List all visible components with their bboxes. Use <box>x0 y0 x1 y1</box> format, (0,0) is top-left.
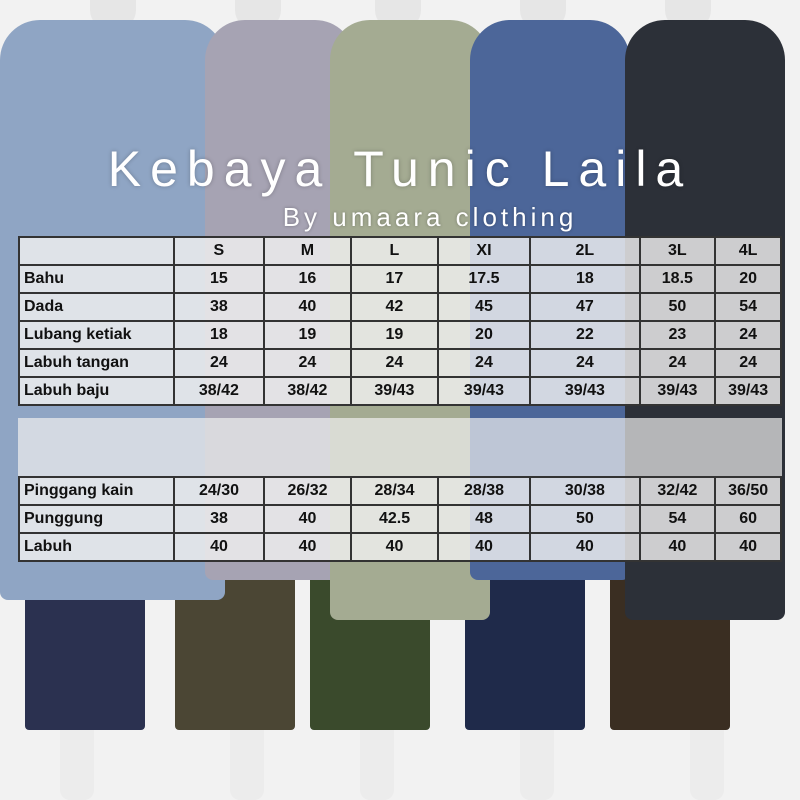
size-header: 2L <box>529 236 641 266</box>
measurement-value: 40 <box>262 504 353 534</box>
measurement-value: 38/42 <box>262 376 353 406</box>
measurement-value: 32/42 <box>638 476 717 506</box>
measurement-value: 45 <box>436 292 532 322</box>
measurement-value: 18.5 <box>638 264 717 294</box>
measurement-value: 38 <box>173 292 265 322</box>
measurement-row: Lubang ketiak 18 19 19 20 22 23 24 <box>17 320 782 350</box>
measurement-value: 40 <box>173 532 265 562</box>
measurement-value: 40 <box>638 532 717 562</box>
measurement-value: 23 <box>638 320 717 350</box>
measurement-value: 20 <box>436 320 532 350</box>
header-blank <box>17 236 176 266</box>
measurement-value: 39/43 <box>350 376 439 406</box>
measurement-label: Punggung <box>17 504 176 534</box>
product-title: Kebaya Tunic Laila <box>107 141 693 197</box>
measurement-value: 15 <box>173 264 265 294</box>
measurement-value: 26/32 <box>262 476 353 506</box>
measurement-value: 42 <box>350 292 439 322</box>
measurement-value: 24 <box>436 348 532 378</box>
size-header-row: S M L XI 2L 3L 4L <box>17 236 782 266</box>
measurement-value: 30/38 <box>529 476 641 506</box>
measurement-value: 20 <box>714 264 782 294</box>
measurement-row: Dada 38 40 42 45 47 50 54 <box>17 292 782 322</box>
measurement-value: 38/42 <box>173 376 265 406</box>
measurement-value: 19 <box>350 320 439 350</box>
measurement-row: Labuh baju 38/42 38/42 39/43 39/43 39/43 39/43… <box>17 376 782 406</box>
measurement-label: Pinggang kain <box>17 476 176 506</box>
measurement-value: 36/50 <box>714 476 782 506</box>
table-spacer <box>18 418 782 476</box>
measurement-value: 50 <box>529 504 641 534</box>
measurement-value: 18 <box>529 264 641 294</box>
measurement-value: 24 <box>714 320 782 350</box>
measurement-value: 24 <box>350 348 439 378</box>
measurement-value: 24 <box>262 348 353 378</box>
size-chart-top: S M L XI 2L 3L 4L Bahu 15 16 17 17.5 18 18.5 20… <box>17 236 782 406</box>
size-header: 3L <box>638 236 717 266</box>
measurement-value: 24/30 <box>173 476 265 506</box>
measurement-label: Dada <box>17 292 176 322</box>
measurement-value: 38 <box>173 504 265 534</box>
measurement-value: 40 <box>350 532 439 562</box>
size-header: 4L <box>714 236 782 266</box>
measurement-value: 24 <box>638 348 717 378</box>
brand-subtitle: By umaara clothing <box>282 202 578 232</box>
measurement-value: 60 <box>714 504 782 534</box>
measurement-value: 40 <box>262 292 353 322</box>
measurement-value: 28/38 <box>436 476 532 506</box>
measurement-value: 54 <box>714 292 782 322</box>
measurement-value: 17.5 <box>436 264 532 294</box>
measurement-value: 39/43 <box>529 376 641 406</box>
measurement-value: 54 <box>638 504 717 534</box>
measurement-value: 17 <box>350 264 439 294</box>
size-header: M <box>262 236 353 266</box>
size-header: S <box>173 236 265 266</box>
measurement-value: 40 <box>436 532 532 562</box>
size-chart-bottom: Pinggang kain 24/30 26/32 28/34 28/38 30/38 32… <box>17 476 782 562</box>
size-header: XI <box>436 236 532 266</box>
measurement-value: 39/43 <box>436 376 532 406</box>
measurement-row: Bahu 15 16 17 17.5 18 18.5 20 <box>17 264 782 294</box>
measurement-value: 40 <box>529 532 641 562</box>
measurement-value: 50 <box>638 292 717 322</box>
measurement-row: Labuh 40 40 40 40 40 40 40 <box>17 532 782 562</box>
measurement-value: 42.5 <box>350 504 439 534</box>
measurement-label: Bahu <box>17 264 176 294</box>
measurement-value: 48 <box>436 504 532 534</box>
measurement-value: 40 <box>262 532 353 562</box>
measurement-label: Labuh <box>17 532 176 562</box>
measurement-label: Labuh baju <box>17 376 176 406</box>
measurement-value: 47 <box>529 292 641 322</box>
measurement-value: 39/43 <box>714 376 782 406</box>
measurement-value: 28/34 <box>350 476 439 506</box>
size-header: L <box>350 236 439 266</box>
measurement-value: 24 <box>173 348 265 378</box>
measurement-row: Labuh tangan 24 24 24 24 24 24 24 <box>17 348 782 378</box>
measurement-value: 16 <box>262 264 353 294</box>
measurement-value: 18 <box>173 320 265 350</box>
measurement-value: 39/43 <box>638 376 717 406</box>
measurement-value: 22 <box>529 320 641 350</box>
measurement-row: Pinggang kain 24/30 26/32 28/34 28/38 30/38 32… <box>17 476 782 506</box>
measurement-value: 24 <box>529 348 641 378</box>
measurement-label: Lubang ketiak <box>17 320 176 350</box>
measurement-label: Labuh tangan <box>17 348 176 378</box>
measurement-value: 19 <box>262 320 353 350</box>
measurement-value: 40 <box>714 532 782 562</box>
measurement-row: Punggung 38 40 42.5 48 50 54 60 <box>17 504 782 534</box>
measurement-value: 24 <box>714 348 782 378</box>
